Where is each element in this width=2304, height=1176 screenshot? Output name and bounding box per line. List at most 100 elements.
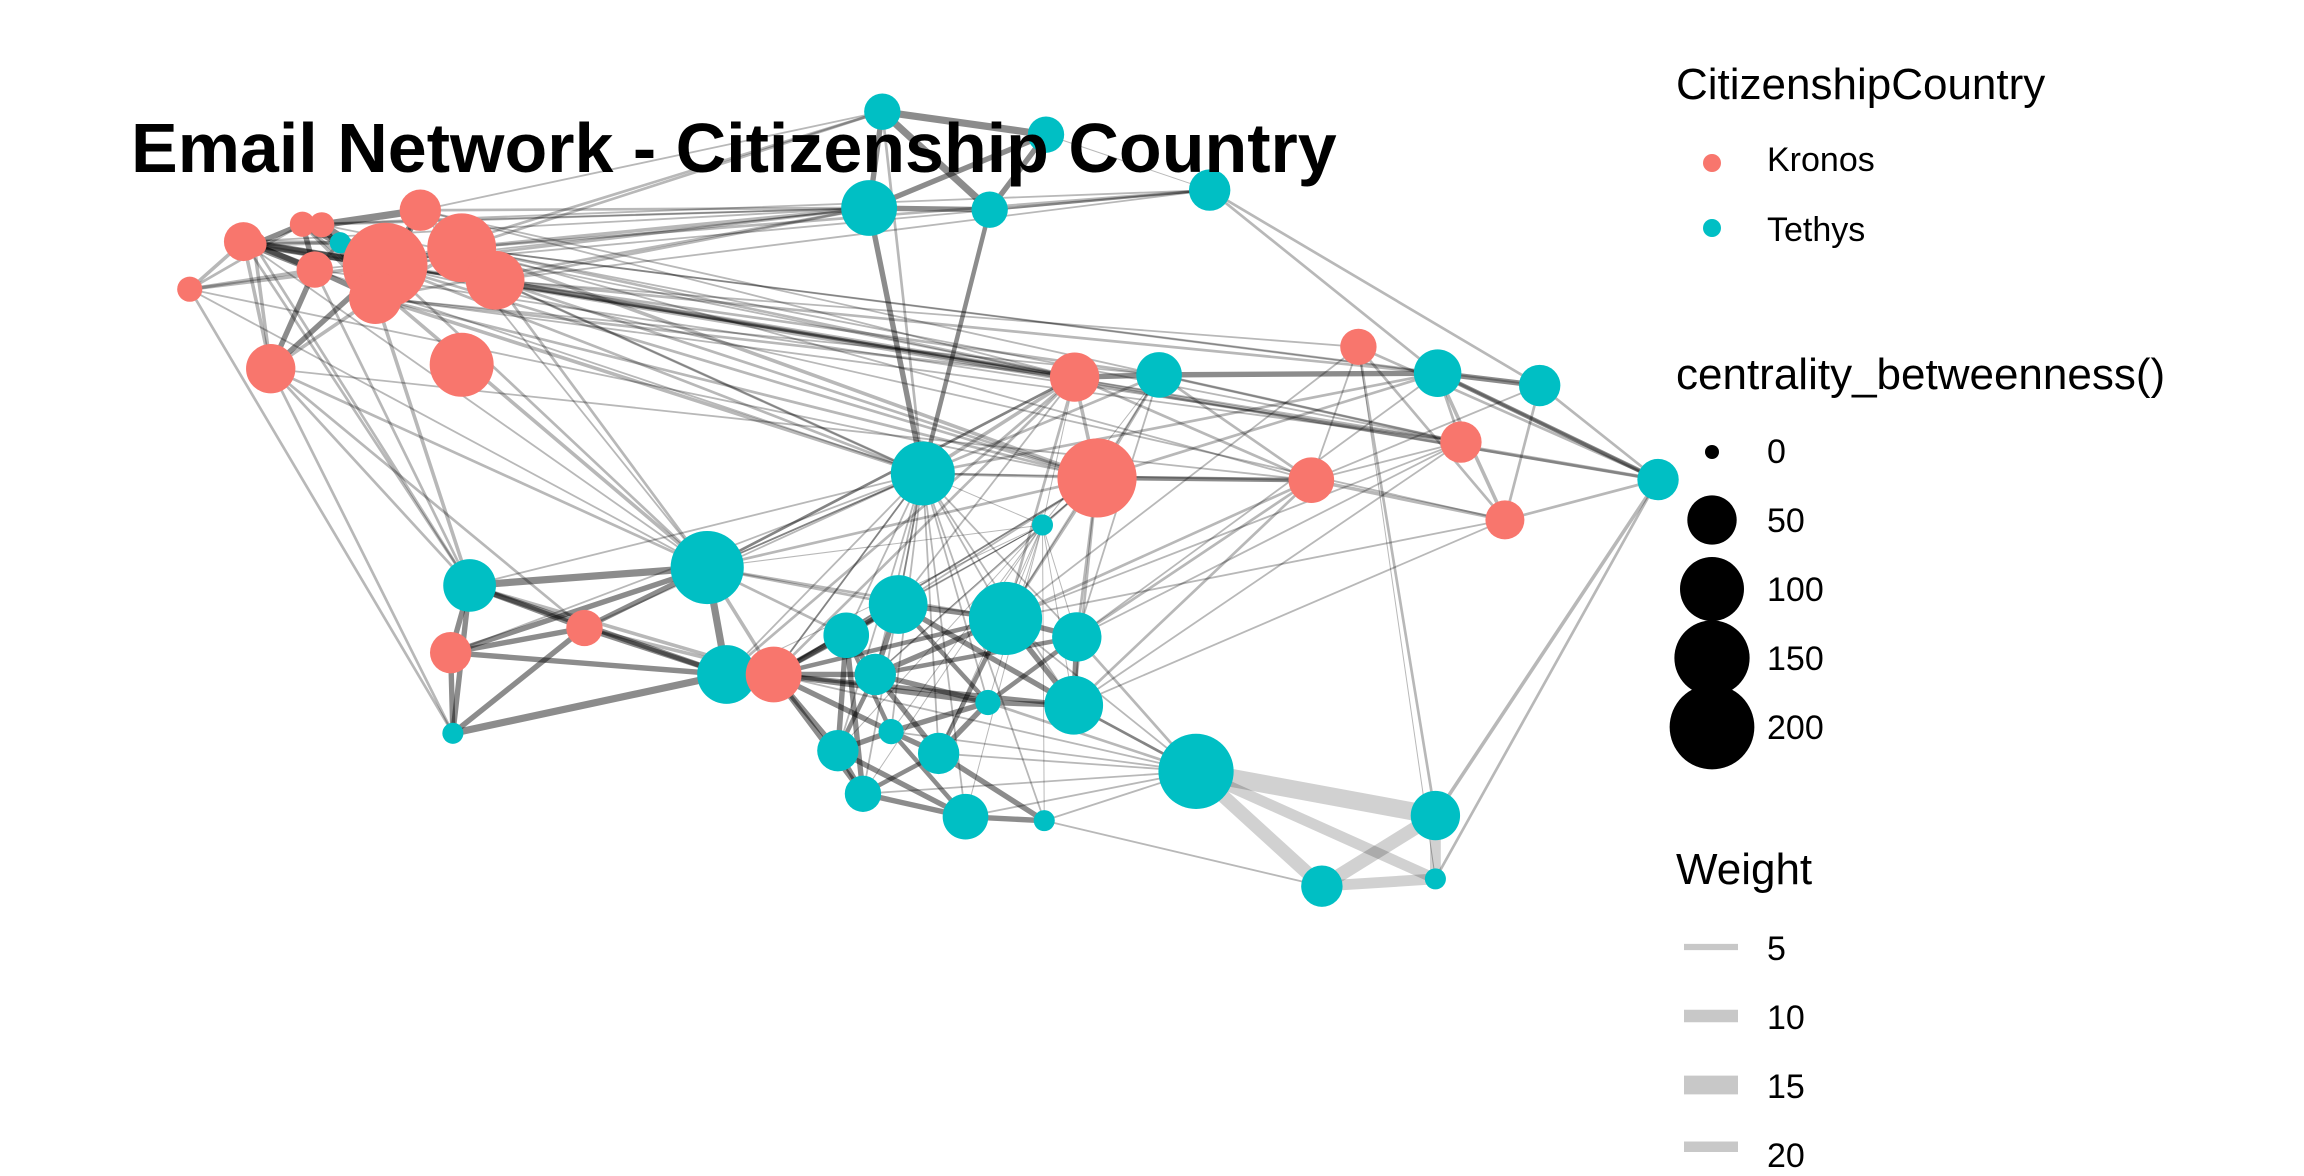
network-node-48-tethys — [1158, 733, 1234, 809]
network-edge-153 — [890, 524, 1043, 733]
network-edge-260 — [1072, 478, 1313, 707]
network-edge-218 — [459, 245, 1099, 480]
network-node-46-tethys — [817, 729, 859, 772]
network-edge-230 — [301, 207, 871, 226]
network-edge-163 — [1190, 765, 1441, 885]
network-node-29-kronos — [1485, 500, 1525, 540]
network-edge-81 — [450, 625, 588, 736]
network-edge-132 — [921, 472, 989, 704]
network-edge-151 — [964, 524, 1043, 818]
network-edge-288 — [468, 472, 924, 587]
network-node-9-kronos — [465, 250, 525, 310]
network-edge-62 — [1357, 345, 1660, 481]
network-edge-211 — [494, 189, 1211, 282]
network-node-20-kronos — [1049, 352, 1100, 402]
network-edge-175 — [862, 770, 1197, 795]
network-node-8-kronos — [296, 251, 333, 288]
network-node-53-tethys — [1301, 865, 1343, 907]
network-edge-46 — [1208, 188, 1542, 387]
network-edge-220 — [374, 296, 1099, 480]
network-edge-66 — [1157, 373, 1313, 482]
network-node-26-tethys — [890, 441, 955, 506]
nodes-layer — [177, 93, 1679, 907]
network-edge-273 — [897, 376, 1076, 606]
network-edge-141 — [772, 472, 924, 676]
network-node-23-tethys — [1518, 364, 1561, 407]
network-edge-143 — [706, 472, 924, 569]
network-edge-234 — [374, 206, 871, 299]
legend-layer — [1669, 154, 1755, 1152]
network-node-25-tethys — [1637, 458, 1679, 501]
network-edge-116 — [835, 747, 969, 820]
legend-weight-label-5: 5 — [1767, 930, 1786, 968]
network-edge-196 — [188, 287, 455, 735]
network-edge-179 — [1433, 477, 1660, 818]
network-edge-48 — [1156, 370, 1441, 378]
network-edge-199 — [269, 367, 586, 630]
network-edge-172 — [937, 752, 1197, 773]
network-edge-55 — [1357, 345, 1507, 522]
network-edge-131 — [874, 472, 924, 676]
network-node-45-tethys — [878, 719, 904, 745]
network-node-40-kronos — [745, 646, 802, 703]
network-node-12-kronos — [246, 344, 296, 394]
network-node-27-kronos — [1057, 438, 1137, 518]
network-edge-265 — [921, 373, 1161, 475]
network-node-28-kronos — [1288, 457, 1335, 503]
network-edge-207 — [459, 206, 871, 250]
legend-size-label-100: 100 — [1767, 571, 1824, 609]
network-edge-63 — [1310, 345, 1360, 482]
network-edge-70 — [466, 563, 711, 590]
legend-size-key-50 — [1687, 495, 1737, 545]
network-node-18-tethys — [1188, 169, 1231, 211]
legend-size-key-150 — [1674, 620, 1750, 696]
legend-size-title: centrality_betweenness() — [1676, 350, 2166, 399]
network-node-5-kronos — [223, 222, 263, 262]
network-edge-39 — [866, 131, 1049, 211]
network-edge-200 — [373, 295, 472, 588]
network-edge-206 — [493, 206, 871, 282]
network-edge-187 — [313, 268, 471, 587]
network-node-13-kronos — [429, 332, 494, 397]
network-edge-176 — [772, 673, 1197, 773]
network-edge-44 — [988, 188, 1212, 212]
network-node-10-kronos — [349, 271, 402, 324]
network-edge-178 — [1043, 819, 1323, 888]
network-edge-259 — [1075, 441, 1462, 638]
network-edge-222 — [460, 246, 1439, 375]
network-node-37-tethys — [823, 612, 870, 659]
legend-size-label-0: 0 — [1767, 433, 1786, 471]
chart-title: Email Network - Citizenship Country — [131, 109, 1337, 187]
legend-color-title: CitizenshipCountry — [1676, 60, 2046, 109]
network-edge-158 — [706, 524, 1043, 569]
network-edge-34 — [878, 108, 1050, 139]
network-edge-115 — [843, 632, 866, 797]
network-edge-52 — [1157, 373, 1463, 444]
network-node-49-tethys — [844, 775, 882, 812]
network-edge-275 — [1075, 372, 1439, 638]
network-edge-183 — [269, 367, 455, 735]
network-edge-161 — [1187, 762, 1445, 825]
network-node-33-tethys — [868, 575, 928, 634]
network-edge-215 — [374, 296, 1076, 379]
legend-color-key-kronos — [1703, 154, 1721, 172]
network-edge-69 — [1357, 346, 1436, 880]
network-edge-57 — [1309, 478, 1507, 522]
network-edge-277 — [705, 476, 1099, 569]
network-edge-41 — [880, 110, 925, 475]
legend-color-key-tethys — [1703, 219, 1721, 237]
network-edge-283 — [705, 566, 1007, 620]
network-canvas — [177, 93, 1755, 1152]
network-edge-142 — [725, 472, 924, 676]
network-node-38-tethys — [1052, 612, 1102, 662]
network-edge-237 — [494, 279, 1360, 348]
network-node-16-tethys — [841, 180, 898, 236]
network-edge-136 — [862, 472, 924, 795]
network-edge-68 — [1310, 384, 1541, 482]
network-edge-248 — [772, 375, 1076, 676]
network-edge-180 — [1435, 370, 1661, 482]
legend-size-label-50: 50 — [1767, 502, 1805, 540]
network-node-3-tethys — [329, 232, 351, 254]
network-edge-73 — [447, 625, 588, 656]
network-edge-203 — [460, 110, 884, 250]
